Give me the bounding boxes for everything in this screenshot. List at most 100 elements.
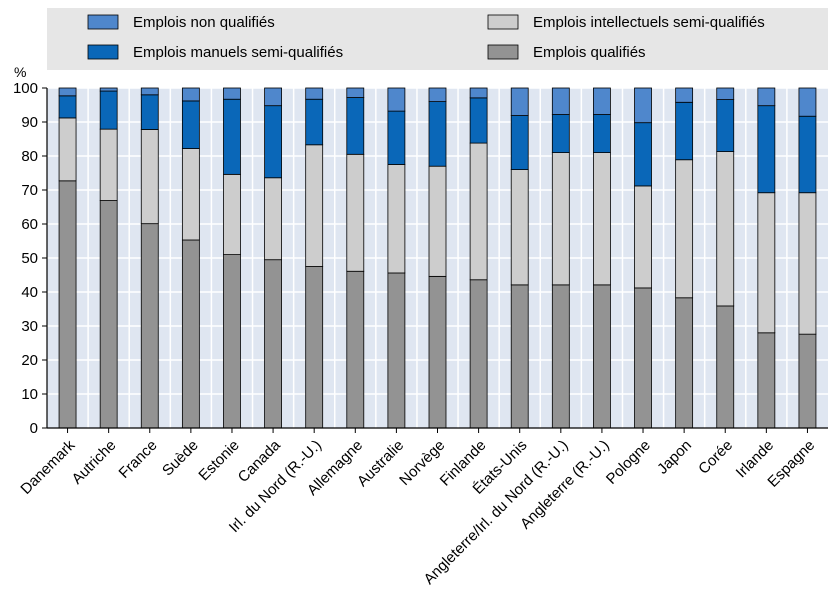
- bar-segment: [551, 87, 570, 115]
- bar-group: [510, 87, 529, 429]
- bar-group: [716, 87, 735, 429]
- bar-group: [264, 87, 282, 429]
- bar-segment: [757, 105, 776, 194]
- bar-group: [551, 87, 570, 429]
- bar-segment: [428, 165, 447, 277]
- y-tick-label: 30: [21, 318, 38, 335]
- legend: Emplois non qualifiés Emplois intellectue…: [87, 14, 765, 61]
- bar-segment: [181, 239, 200, 429]
- bar-segment: [223, 98, 241, 175]
- bar-segment: [757, 87, 776, 107]
- bar-segment: [428, 101, 447, 167]
- bar-segment: [264, 177, 282, 261]
- bar-segment: [510, 284, 529, 429]
- bar-group: [757, 87, 776, 429]
- bar-segment: [510, 87, 529, 116]
- bar-group: [58, 87, 77, 429]
- bar-segment: [99, 90, 118, 130]
- bar-group: [469, 87, 488, 429]
- legend-swatch: [87, 44, 119, 60]
- legend-label: Emplois non qualifiés: [133, 14, 275, 31]
- bar-segment: [99, 200, 118, 429]
- y-tick-label: 70: [21, 182, 38, 199]
- x-axis-ticks: DanemarkAutricheFranceSuèdeEstonieCanada…: [17, 428, 818, 588]
- bar-segment: [469, 142, 488, 281]
- legend-swatch: [87, 14, 119, 30]
- bar-segment: [181, 100, 200, 149]
- x-tick-label: Danemark: [17, 436, 78, 497]
- bar-segment: [510, 115, 529, 171]
- bar-segment: [99, 87, 118, 92]
- bar-segment: [264, 259, 282, 429]
- bar-segment: [140, 94, 159, 130]
- legend-label: Emplois manuels semi-qualifiés: [133, 44, 343, 61]
- y-tick-label: 60: [21, 216, 38, 233]
- bar-group: [798, 87, 817, 429]
- bar-segment: [757, 192, 776, 334]
- bar-segment: [140, 87, 159, 96]
- bar-segment: [264, 87, 282, 107]
- bar-segment: [716, 99, 735, 152]
- legend-swatch: [487, 14, 519, 30]
- bar-segment: [223, 87, 241, 100]
- bar-group: [305, 87, 324, 429]
- x-tick-label: Corée: [695, 437, 736, 478]
- bar-segment: [223, 173, 241, 255]
- x-tick-label: Pologne: [603, 437, 654, 488]
- bar-segment: [716, 87, 735, 100]
- bar-segment: [634, 287, 652, 429]
- y-unit-label: %: [14, 64, 26, 80]
- legend-item: Emplois intellectuels semi-qualifiés: [487, 14, 765, 31]
- bar-group: [593, 87, 611, 429]
- bar-segment: [551, 284, 570, 429]
- x-tick-label: Estonie: [195, 437, 242, 484]
- bar-segment: [140, 223, 159, 429]
- bar-segment: [58, 95, 77, 119]
- legend-swatch: [487, 44, 519, 60]
- bar-segment: [346, 270, 365, 429]
- bar-segment: [634, 185, 652, 289]
- bar-segment: [675, 101, 694, 161]
- bar-segment: [305, 144, 324, 267]
- bar-segment: [675, 297, 694, 429]
- bar-segment: [757, 332, 776, 429]
- bar-group: [675, 87, 694, 429]
- legend-background: [47, 8, 828, 70]
- bar-segment: [798, 87, 817, 117]
- bar-segment: [140, 129, 159, 225]
- bar-segment: [634, 87, 652, 124]
- bars: [58, 87, 817, 429]
- bar-segment: [716, 151, 735, 307]
- bar-segment: [551, 152, 570, 286]
- bar-segment: [469, 279, 488, 429]
- y-tick-label: 90: [21, 114, 38, 131]
- bar-segment: [305, 98, 324, 146]
- y-tick-label: 20: [21, 352, 38, 369]
- bar-segment: [593, 114, 611, 153]
- bar-segment: [716, 305, 735, 429]
- bar-segment: [798, 115, 817, 194]
- y-tick-label: 0: [30, 420, 38, 437]
- bar-segment: [593, 284, 611, 429]
- bar-segment: [593, 87, 611, 115]
- y-tick-label: 100: [13, 80, 38, 97]
- bar-group: [428, 87, 447, 429]
- bar-group: [634, 87, 652, 429]
- bar-segment: [305, 87, 324, 100]
- legend-item: Emplois qualifiés: [487, 44, 646, 61]
- x-tick-label: Japon: [654, 437, 695, 478]
- x-tick-label: Autriche: [69, 437, 120, 488]
- bar-segment: [387, 272, 406, 429]
- bar-segment: [510, 169, 529, 286]
- bar-segment: [264, 105, 282, 179]
- x-tick-label: France: [116, 437, 161, 482]
- bar-segment: [305, 266, 324, 429]
- bar-group: [387, 87, 406, 429]
- bar-segment: [675, 159, 694, 299]
- bar-segment: [428, 275, 447, 429]
- bar-segment: [469, 87, 488, 99]
- y-tick-label: 50: [21, 250, 38, 267]
- bar-segment: [58, 87, 77, 97]
